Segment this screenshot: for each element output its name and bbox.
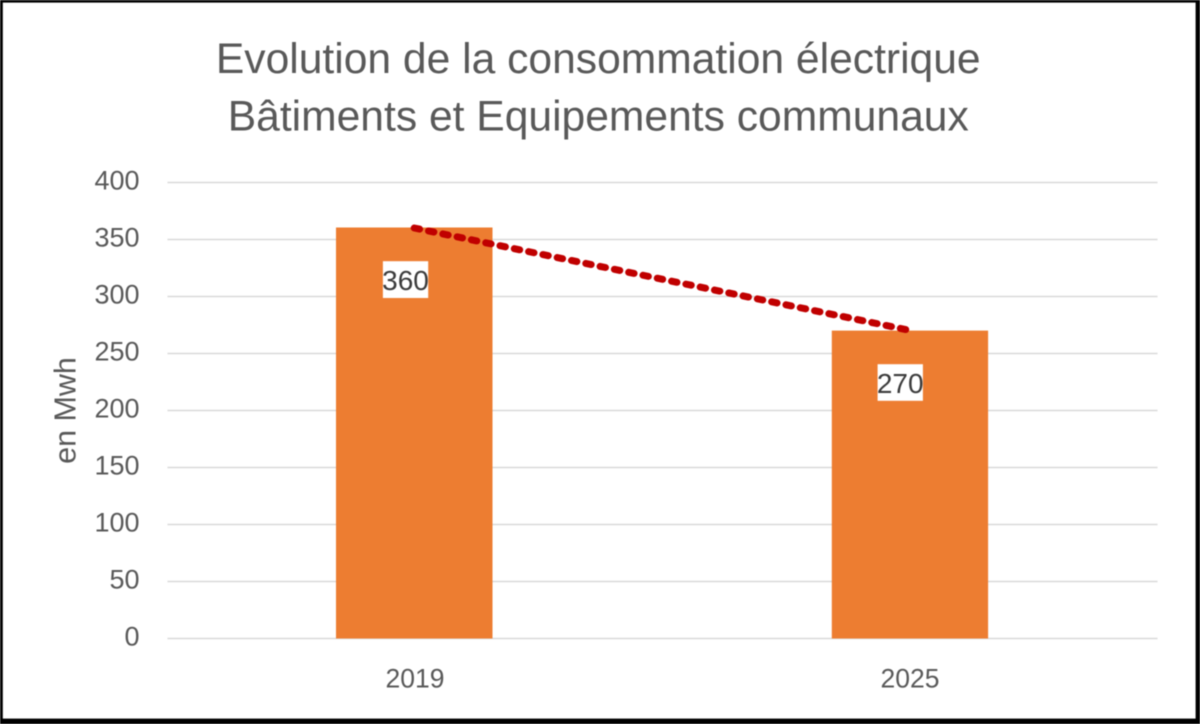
svg-text:50: 50	[109, 565, 139, 595]
svg-text:en Mwh: en Mwh	[48, 357, 82, 464]
svg-text:360: 360	[382, 265, 429, 296]
svg-text:0: 0	[124, 622, 139, 652]
svg-text:270: 270	[877, 368, 924, 399]
svg-text:Bâtiments et Equipements commu: Bâtiments et Equipements communaux	[228, 93, 969, 141]
svg-text:Evolution de la consommation é: Evolution de la consommation électrique	[216, 35, 981, 83]
svg-text:150: 150	[94, 451, 139, 481]
svg-text:200: 200	[94, 394, 139, 424]
svg-text:2019: 2019	[386, 664, 445, 694]
svg-text:2025: 2025	[881, 664, 940, 694]
svg-text:250: 250	[94, 337, 139, 367]
svg-text:300: 300	[94, 280, 139, 310]
svg-text:400: 400	[94, 166, 139, 196]
svg-text:100: 100	[94, 508, 139, 538]
svg-text:350: 350	[94, 223, 139, 253]
